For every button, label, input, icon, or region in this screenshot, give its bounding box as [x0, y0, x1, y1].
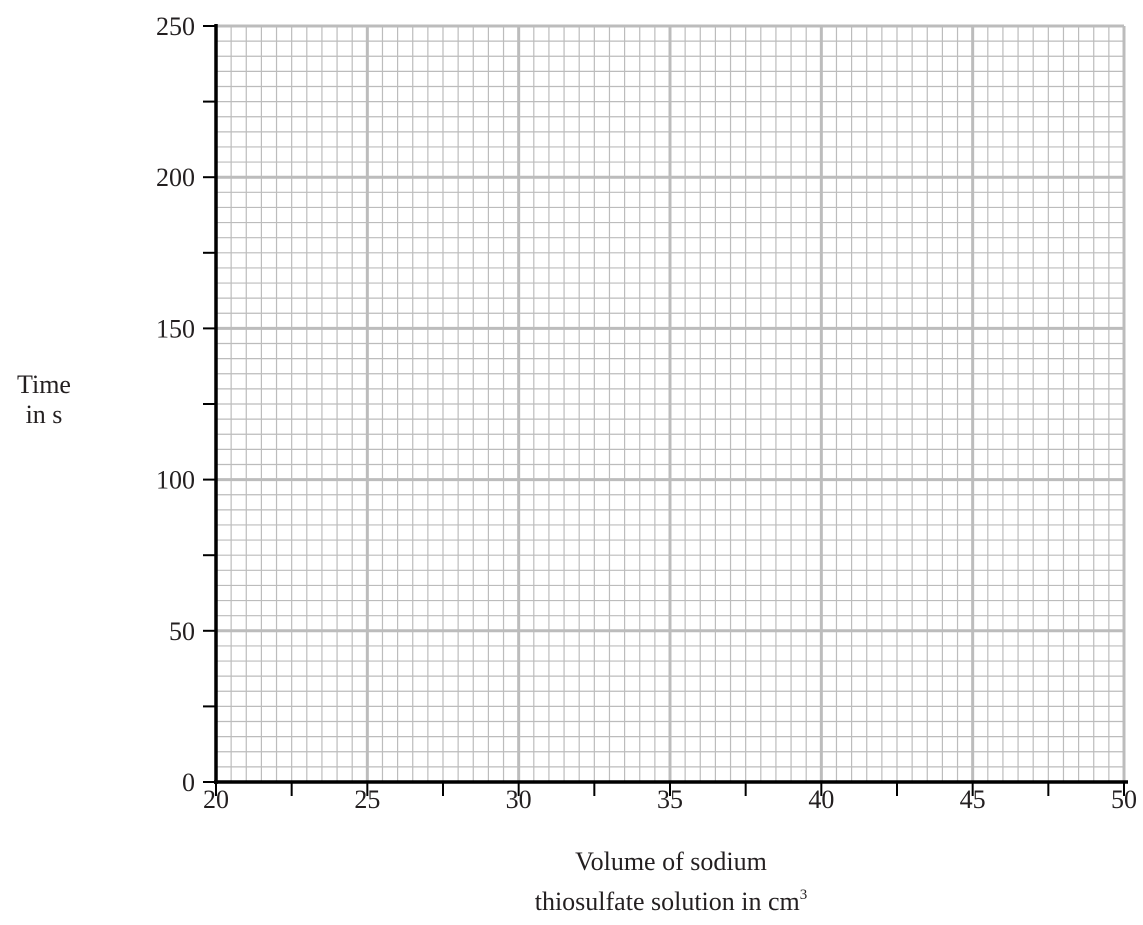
- y-tick-label: 150: [156, 314, 195, 343]
- y-tick-label: 0: [182, 768, 195, 797]
- major-grid: [214, 24, 1126, 784]
- y-tick-label: 50: [169, 617, 195, 646]
- x-tick-label: 20: [203, 785, 229, 814]
- x-tick-label: 30: [506, 785, 532, 814]
- x-tick-label: 35: [657, 785, 683, 814]
- y-tick-labels: 0 50 100 150 200 250: [156, 12, 195, 797]
- y-tick-label: 250: [156, 12, 195, 41]
- y-axis-title-line1: Time: [17, 370, 71, 399]
- x-tick-label: 50: [1111, 785, 1137, 814]
- x-axis-title-superscript: 3: [800, 887, 808, 903]
- y-axis-title-line2: in s: [26, 400, 63, 429]
- x-tick-label: 40: [808, 785, 834, 814]
- y-tick-label: 200: [156, 163, 195, 192]
- x-tick-label: 25: [354, 785, 380, 814]
- x-axis-title-line2: thiosulfate solution in cm3: [535, 887, 808, 916]
- y-tick-label: 100: [156, 466, 195, 495]
- x-tick-labels: 20 25 30 35 40 45 50: [203, 785, 1137, 814]
- x-tick-label: 45: [960, 785, 986, 814]
- x-axis-title-text: thiosulfate solution in cm: [535, 887, 800, 916]
- axes: [203, 24, 1128, 796]
- x-axis-title-line1: Volume of sodium: [575, 847, 767, 876]
